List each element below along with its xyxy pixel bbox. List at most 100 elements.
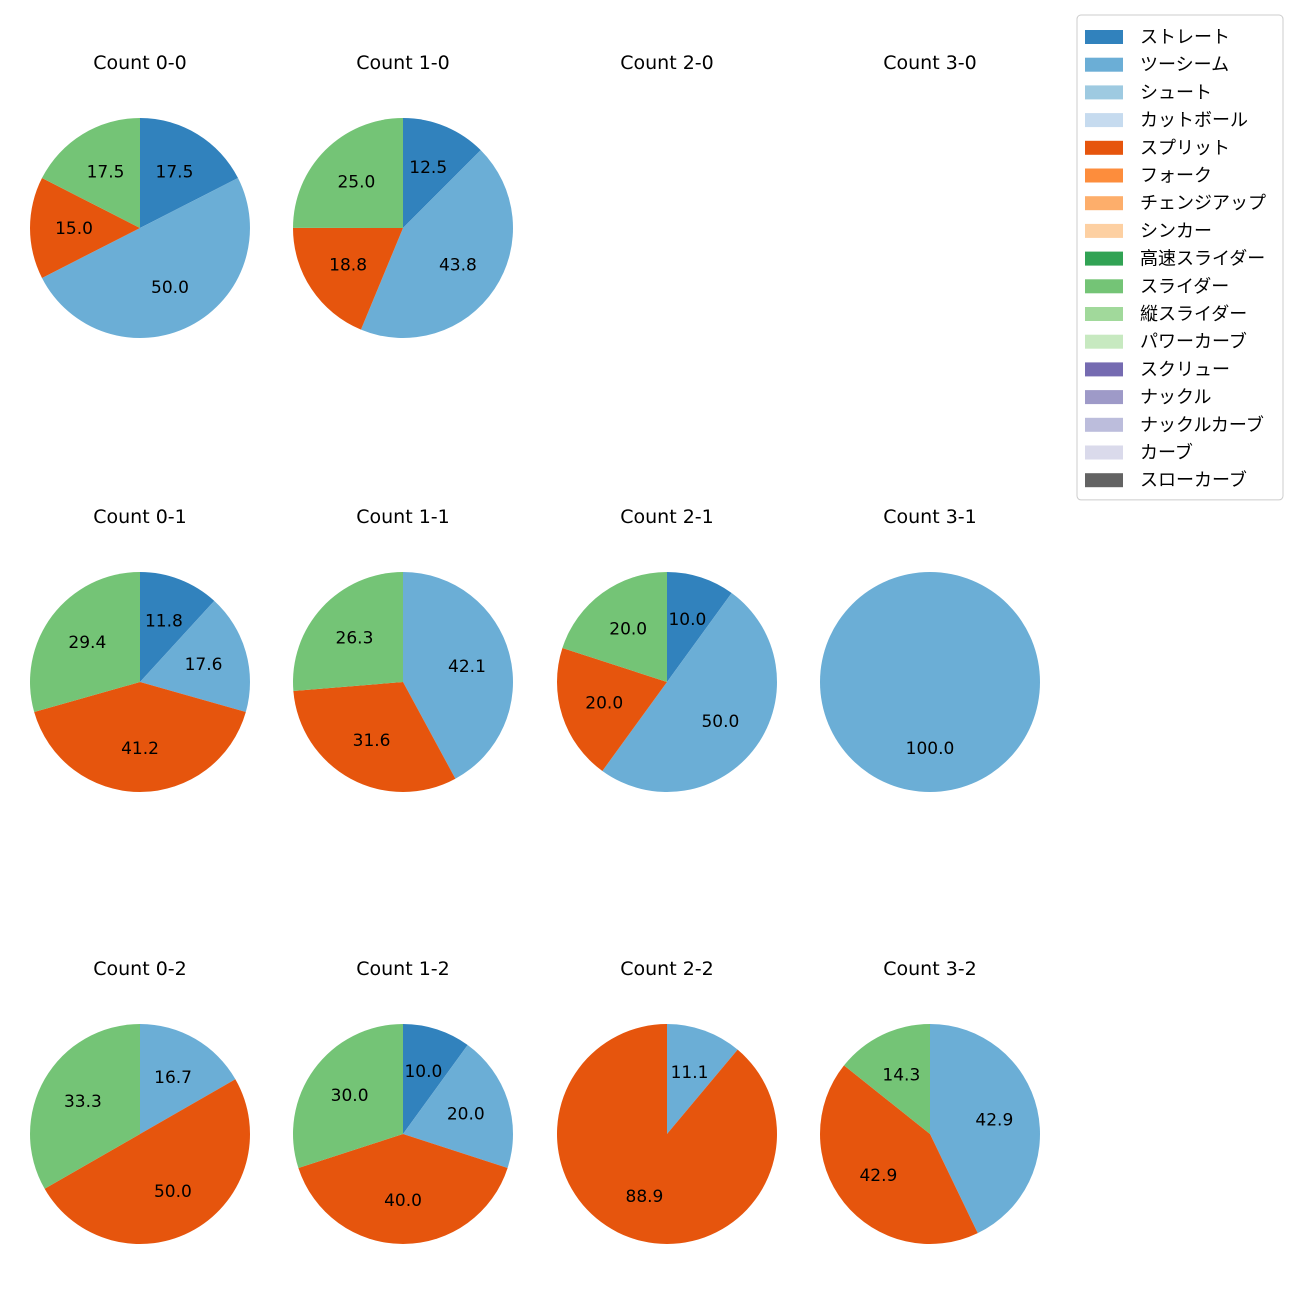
legend-label: 高速スライダー	[1140, 249, 1265, 270]
pie-slice-ツーシーム	[602, 593, 778, 792]
legend-label: ナックルカーブ	[1140, 414, 1264, 436]
pie-slice-label: 40.0	[384, 1191, 422, 1211]
pie-title: Count 1-2	[356, 958, 450, 980]
legend-swatch	[1085, 334, 1123, 349]
pie-slice-スライダー	[293, 118, 403, 228]
legend-swatch	[1085, 30, 1123, 44]
legend-swatch	[1085, 390, 1123, 405]
pie-slice-スプリット	[34, 682, 246, 792]
pie-slice-label: 88.9	[626, 1187, 664, 1207]
pie-title: Count 3-2	[883, 958, 977, 980]
pie-slice-スプリット	[820, 1065, 978, 1244]
pie-slice-label: 42.9	[975, 1110, 1013, 1130]
pie-slice-label: 30.0	[331, 1086, 369, 1106]
pie-slice-label: 11.8	[145, 611, 183, 631]
pie-slice-スプリット	[44, 1079, 251, 1244]
pie-slice-ツーシーム	[403, 1045, 513, 1168]
pie-title: Count 2-2	[620, 958, 714, 980]
pie-slice-ツーシーム	[360, 150, 514, 338]
pie-slice-ストレート	[140, 118, 239, 228]
pie-chart-count-0-1: Count 0-1 11.8 17.6 41.2 29.4	[29, 506, 250, 792]
pie-slice-label: 17.5	[156, 163, 194, 183]
pie-slice-スライダー	[843, 1024, 930, 1134]
pie-chart-count-3-0: Count 3-0	[883, 52, 977, 74]
pie-slice-label: 33.3	[64, 1092, 102, 1112]
pie-slice-ストレート	[140, 572, 215, 682]
pie-slice-スライダー	[30, 1024, 140, 1189]
pie-slice-スライダー	[562, 572, 667, 682]
legend-label: シュート	[1140, 82, 1212, 103]
legend-label: ナックル	[1140, 387, 1211, 408]
pie-slice-label: 25.0	[337, 172, 375, 192]
legend-label: スプリット	[1140, 138, 1230, 159]
pie-slice-ツーシーム	[41, 178, 250, 338]
pie-slice-label: 43.8	[439, 256, 477, 276]
pie-slice-ストレート	[403, 118, 481, 228]
pie-slice-スライダー	[293, 572, 403, 691]
legend-label: ストレート	[1140, 27, 1230, 48]
pie-slice-ツーシーム	[820, 572, 1040, 792]
pie-chart-count-3-1: Count 3-1 100.0	[820, 506, 1040, 792]
pie-slice-ツーシーム	[930, 1024, 1040, 1234]
pie-title: Count 0-1	[93, 506, 187, 528]
legend-label: 縦スライダー	[1140, 304, 1247, 325]
pie-title: Count 2-0	[620, 52, 714, 74]
legend-label: スローカーブ	[1140, 469, 1247, 491]
pie-title: Count 2-1	[620, 506, 714, 528]
legend-swatch	[1085, 307, 1123, 321]
legend-swatch	[1085, 223, 1123, 238]
pie-slice-label: 17.5	[87, 163, 125, 183]
pie-slice-スプリット	[30, 178, 141, 278]
pie-slice-スプリット	[557, 648, 667, 771]
pie-slice-label: 29.4	[68, 633, 106, 653]
legend-swatch	[1085, 445, 1123, 460]
pie-title: Count 3-0	[883, 52, 977, 74]
pie-slice-label: 50.0	[151, 278, 189, 298]
legend-label: カットボール	[1140, 110, 1248, 131]
legend-swatch	[1085, 140, 1123, 155]
pie-title: Count 3-1	[883, 506, 977, 528]
pie-slice-label: 41.2	[121, 739, 159, 759]
pie-slice-label: 12.5	[409, 158, 447, 178]
pie-slice-スプリット	[557, 1024, 777, 1244]
pie-chart-count-0-2: Count 0-2 16.7 50.0 33.3	[30, 958, 251, 1244]
legend-label: ツーシーム	[1140, 55, 1229, 76]
pie-slice-ストレート	[403, 1024, 468, 1134]
pie-slice-label: 10.0	[404, 1062, 442, 1082]
pie-slice-label: 50.0	[154, 1182, 192, 1202]
legend-swatch	[1085, 279, 1123, 294]
legend-swatch	[1085, 85, 1123, 100]
pie-slice-ツーシーム	[403, 572, 513, 779]
legend-label: フォーク	[1140, 166, 1212, 187]
pie-slice-label: 42.9	[859, 1166, 897, 1186]
pie-slice-ツーシーム	[140, 1024, 236, 1134]
pie-slice-label: 16.7	[154, 1068, 192, 1088]
legend-label: スライダー	[1140, 276, 1229, 297]
legend-swatch	[1085, 168, 1123, 183]
legend-label: シンカー	[1140, 221, 1212, 242]
legend-swatch	[1085, 196, 1123, 211]
pie-slice-スプリット	[293, 682, 456, 792]
legend-swatch	[1085, 57, 1123, 72]
pie-slice-スプリット	[298, 1134, 508, 1244]
pie-slice-label: 20.0	[609, 620, 647, 640]
pie-chart-count-2-2: Count 2-2 11.1 88.9	[557, 958, 777, 1244]
pie-slice-スライダー	[293, 1024, 403, 1168]
legend-label: カーブ	[1140, 442, 1193, 464]
pie-chart-count-0-0: Count 0-0 17.5 50.0 15.0 17.5	[30, 52, 250, 338]
pie-chart-count-3-2: Count 3-2 42.9 42.9 14.3	[820, 958, 1040, 1244]
pie-slice-label: 17.6	[185, 655, 223, 675]
pie-chart-count-1-0: Count 1-0 12.5 43.8 18.8 25.0	[292, 52, 514, 338]
pie-slice-label: 15.0	[55, 219, 93, 239]
legend-swatch	[1085, 417, 1123, 432]
pie-chart-count-1-2: Count 1-2 10.0 20.0 40.0 30.0	[293, 958, 513, 1244]
pie-slice-ストレート	[667, 572, 732, 682]
pie-slice-スプリット	[292, 227, 403, 330]
pie-slice-label: 42.1	[448, 657, 486, 677]
pie-slice-スライダー	[29, 572, 140, 713]
pie-slice-label: 10.0	[668, 610, 706, 630]
pie-slice-ツーシーム	[667, 1024, 738, 1134]
legend-label: スクリュー	[1140, 359, 1230, 380]
